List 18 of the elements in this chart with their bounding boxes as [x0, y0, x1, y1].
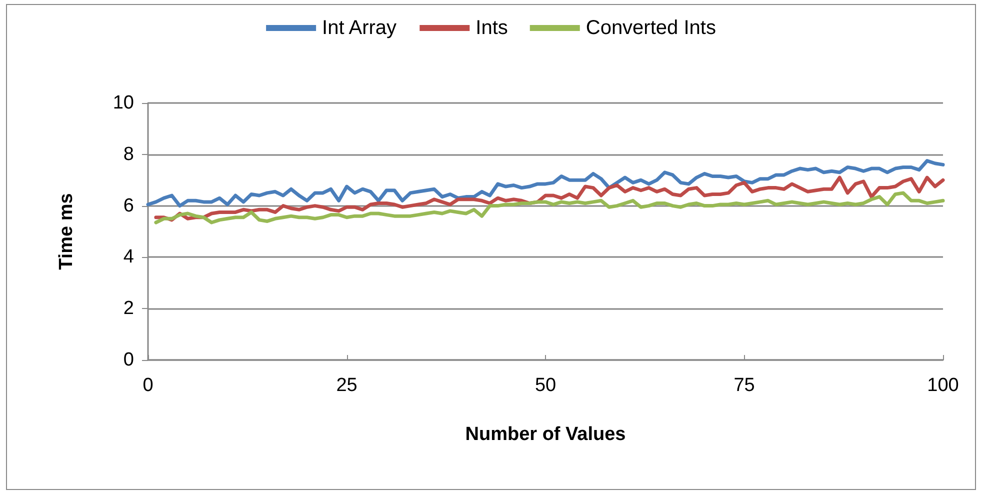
x-tick-label: 75 [734, 375, 755, 396]
legend-label: Converted Ints [586, 17, 716, 39]
x-tick-label: 50 [534, 375, 556, 396]
y-tick-label: 0 [123, 350, 134, 370]
legend-label: Int Array [322, 17, 397, 39]
y-tick-label: 6 [123, 195, 134, 216]
x-tick-label: 0 [142, 375, 154, 396]
x-axis-title: Number of Values [465, 424, 626, 445]
line-series [154, 176, 945, 222]
x-tick-label: 100 [927, 375, 959, 396]
y-axis-title: Time ms [56, 193, 77, 270]
x-tick-label: 25 [336, 375, 358, 396]
line-series [154, 191, 945, 224]
y-tick-label: 8 [123, 144, 134, 165]
y-tick-label: 2 [123, 298, 134, 320]
y-tick-label: 10 [112, 92, 134, 114]
y-tick-label: 4 [123, 246, 134, 268]
legend-label: Ints [476, 17, 508, 39]
